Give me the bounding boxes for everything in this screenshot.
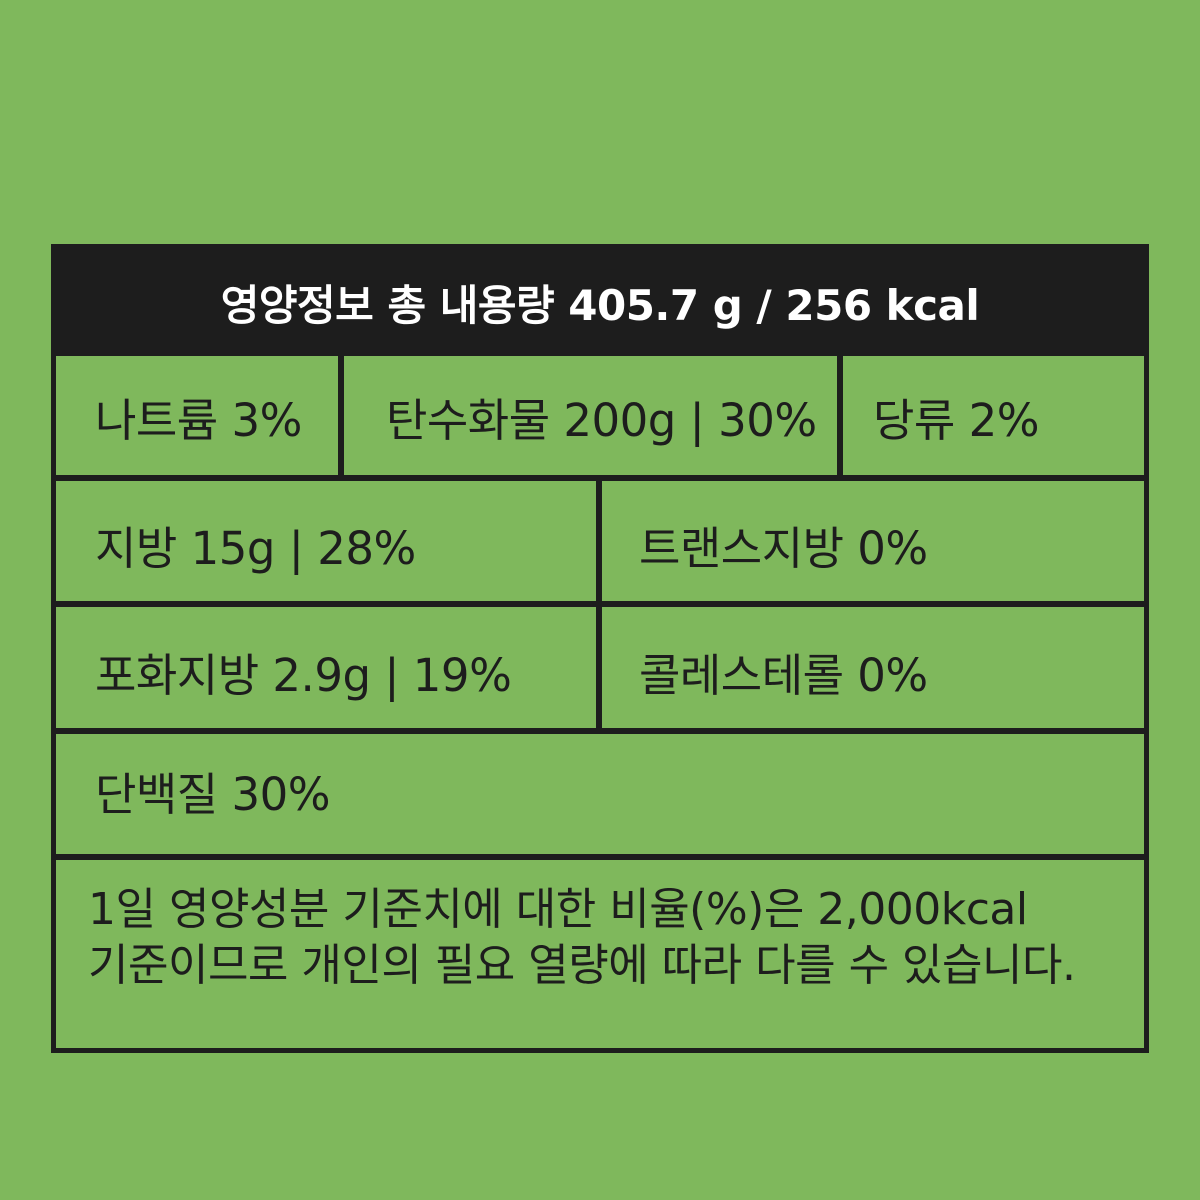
- nutrient-fat: 지방 15g | 28%: [95, 522, 416, 575]
- daily-value-note: 1일 영양성분 기준치에 대한 비율(%)은 2,000kcal 기준이므로 개…: [88, 882, 1076, 994]
- nutrient-cholesterol: 콜레스테롤 0%: [639, 649, 928, 702]
- row-divider: [56, 475, 1144, 481]
- daily-value-note-line: 1일 영양성분 기준치에 대한 비율(%)은 2,000kcal: [88, 884, 1028, 935]
- nutrient-trans-fat: 트랜스지방 0%: [639, 522, 928, 575]
- daily-value-note-line: 기준이므로 개인의 필요 열량에 따라 다를 수 있습니다.: [88, 940, 1076, 991]
- nutrient-carbohydrate: 탄수화물 200g | 30%: [386, 394, 817, 447]
- nutrient-sugar: 당류 2%: [873, 394, 1040, 447]
- nutrient-protein: 단백질 30%: [95, 768, 331, 821]
- nutrient-sodium: 나트륨 3%: [95, 394, 302, 447]
- row-divider: [56, 728, 1144, 734]
- column-divider: [338, 356, 344, 475]
- nutrition-facts-panel: 영양정보 총 내용량 405.7 g / 256 kcal 나트륨 3% 탄수화…: [51, 244, 1149, 1053]
- column-divider: [596, 481, 602, 728]
- nutrition-title: 영양정보 총 내용량 405.7 g / 256 kcal: [220, 281, 980, 330]
- column-divider: [837, 356, 843, 475]
- nutrient-saturated-fat: 포화지방 2.9g | 19%: [95, 649, 512, 702]
- row-divider: [56, 854, 1144, 860]
- nutrition-header: 영양정보 총 내용량 405.7 g / 256 kcal: [56, 249, 1144, 356]
